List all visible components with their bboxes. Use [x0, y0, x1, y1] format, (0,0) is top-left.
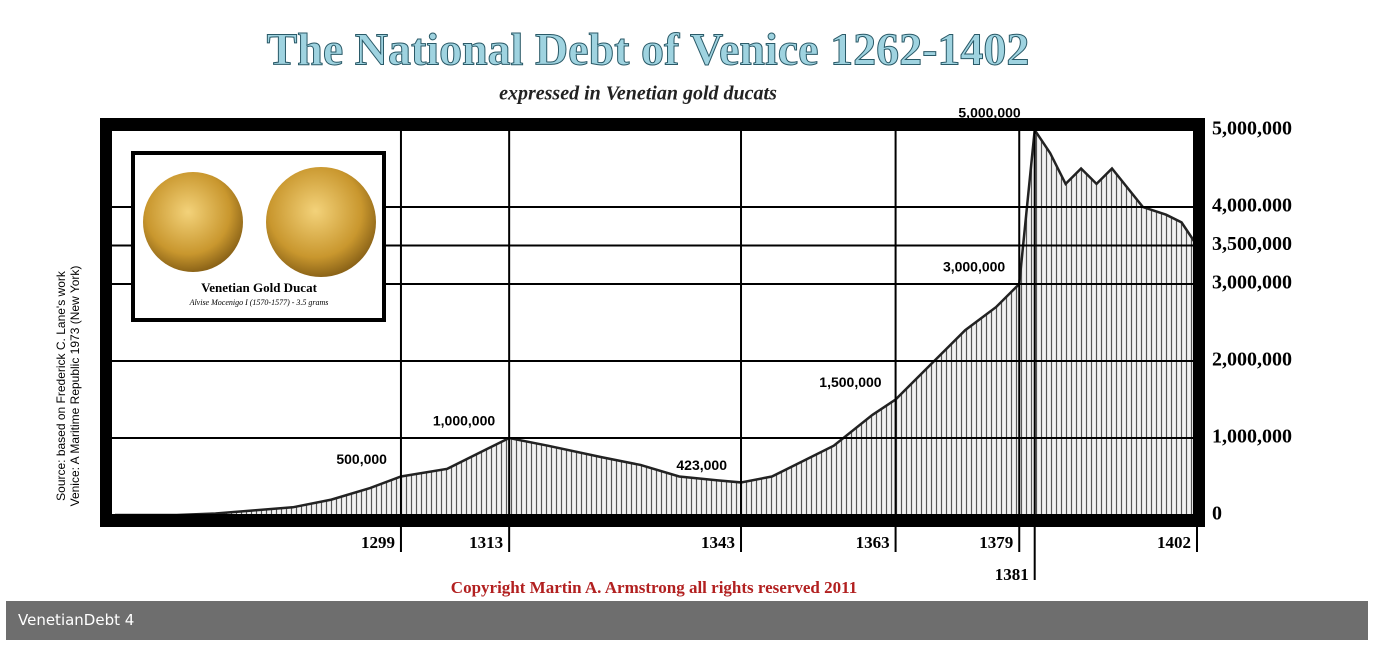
data-label: 1,500,000 [819, 374, 881, 390]
y-tick-label: 2,000,000 [1212, 349, 1292, 371]
data-label: 500,000 [336, 451, 387, 467]
x-tick-label: 1379 [979, 533, 1013, 552]
chart-title: The National Debt of Venice 1262-1402 [267, 24, 1030, 75]
plot-frame [100, 118, 1205, 527]
x-tick-label: 1299 [361, 533, 395, 552]
area [115, 130, 1197, 515]
caption: VenetianDebt 4 [6, 601, 1368, 640]
x-tick-label: 1313 [469, 533, 503, 552]
source-note: Venice: A Maritime Republic 1973 (New Yo… [68, 266, 82, 507]
y-tick-label: 1,000,000 [1212, 426, 1292, 448]
data-label: 3,000,000 [943, 259, 1005, 275]
data-label: 423,000 [676, 457, 727, 473]
chart: The National Debt of Venice 1262-1402 ex… [54, 23, 1292, 597]
x-tick-label: 1343 [701, 533, 735, 552]
y-tick-label: 3,000,000 [1212, 272, 1292, 294]
debt-line [115, 126, 1199, 517]
y-tick-label: 0 [1212, 503, 1222, 525]
x-tick-label: 1363 [856, 533, 890, 552]
coin [266, 167, 376, 277]
inset-subtitle: Alvise Mocenigo I (1570-1577) - 3.5 gram… [189, 298, 329, 307]
x-tick-label: 1381 [995, 565, 1029, 584]
data-label: 1,000,000 [433, 413, 495, 429]
y-tick-label: 5,000,000 [1212, 118, 1292, 140]
source-note: Source: based on Frederick C. Lane's wor… [54, 270, 68, 501]
chart-subtitle: expressed in Venetian gold ducats [499, 83, 777, 105]
coin [143, 172, 243, 272]
x-tick-label: 1402 [1157, 533, 1191, 552]
inset: Venetian Gold Ducat Alvise Mocenigo I (1… [131, 151, 386, 322]
copyright: Copyright Martin A. Armstrong all rights… [451, 578, 857, 597]
data-label: 5,000,000 [958, 105, 1020, 121]
y-tick-label: 3,500,000 [1212, 233, 1292, 255]
inset-title: Venetian Gold Ducat [201, 280, 317, 295]
y-tick-label: 4,000.000 [1212, 195, 1292, 217]
